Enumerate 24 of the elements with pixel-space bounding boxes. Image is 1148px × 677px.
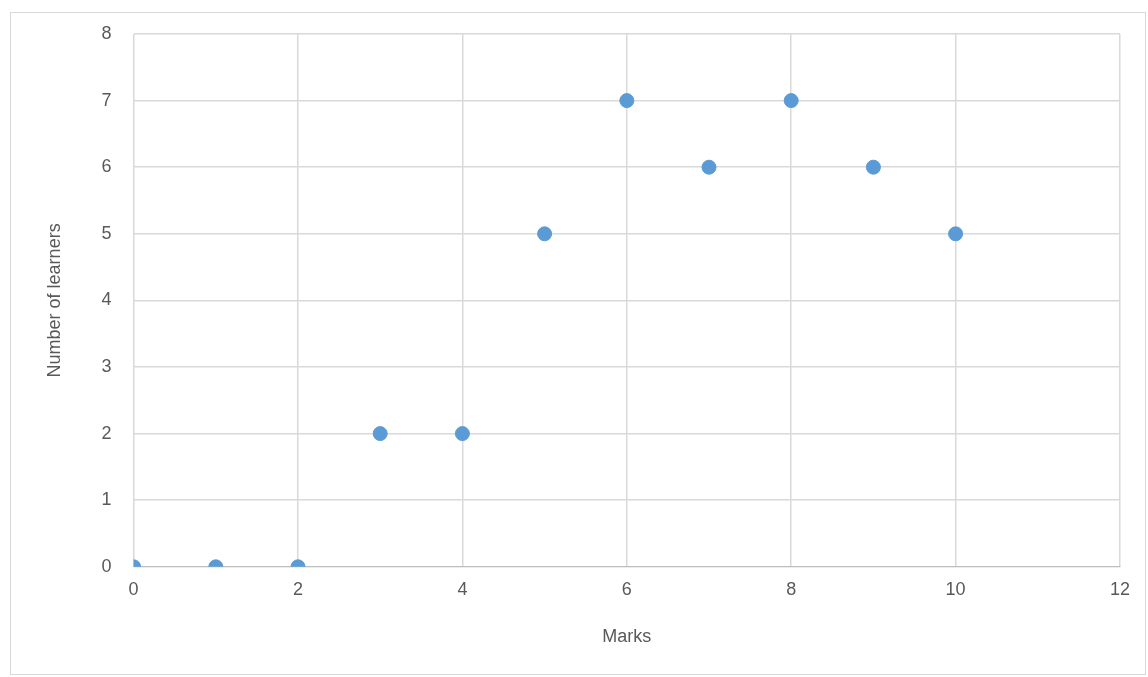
x-tick-label: 4 — [457, 578, 468, 599]
y-tick-label: 3 — [101, 355, 112, 376]
y-tick-label: 0 — [101, 555, 112, 576]
point — [619, 93, 635, 109]
y-tick-label: 8 — [101, 22, 112, 43]
y-tick-label: 5 — [101, 222, 112, 243]
point — [948, 226, 964, 242]
y-tick-label: 6 — [101, 156, 112, 177]
y-axis-title: Number of learners — [43, 223, 64, 378]
y-tick-label: 7 — [101, 89, 112, 110]
y-tick-label: 1 — [101, 489, 112, 510]
y-tick-label: 4 — [101, 289, 112, 310]
x-tick-label: 0 — [128, 578, 139, 599]
x-tick-label: 2 — [293, 578, 304, 599]
point — [701, 159, 717, 175]
x-tick-label: 10 — [945, 578, 966, 599]
x-axis-title: Marks — [602, 626, 652, 647]
point — [783, 93, 799, 109]
x-tick-label: 8 — [786, 578, 797, 599]
y-tick-label: 2 — [101, 422, 112, 443]
x-tick-label: 6 — [621, 578, 632, 599]
x-tick-label: 12 — [1109, 578, 1131, 599]
point — [865, 159, 881, 175]
point — [537, 226, 553, 242]
